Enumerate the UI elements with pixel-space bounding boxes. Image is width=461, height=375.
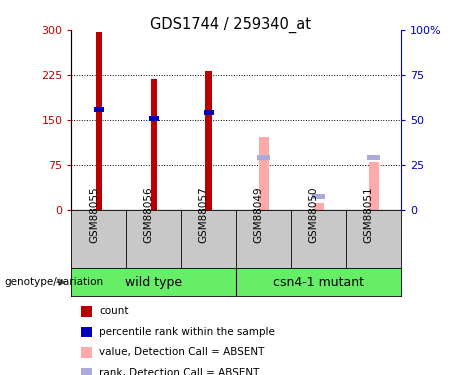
- Text: GSM88056: GSM88056: [144, 186, 154, 243]
- Bar: [259, 137, 269, 210]
- Text: percentile rank within the sample: percentile rank within the sample: [99, 327, 275, 337]
- Text: count: count: [99, 306, 129, 316]
- Text: value, Detection Call = ABSENT: value, Detection Call = ABSENT: [99, 348, 265, 357]
- Bar: [206, 71, 212, 210]
- Bar: [312, 194, 325, 199]
- Bar: [369, 162, 378, 210]
- Text: GSM88051: GSM88051: [364, 186, 373, 243]
- Text: GSM88050: GSM88050: [309, 186, 319, 243]
- Bar: [149, 116, 159, 121]
- Bar: [314, 203, 324, 210]
- Text: GSM88049: GSM88049: [254, 186, 264, 243]
- Text: GSM88057: GSM88057: [199, 186, 209, 243]
- Bar: [204, 110, 214, 115]
- Text: genotype/variation: genotype/variation: [5, 277, 104, 287]
- Text: GDS1744 / 259340_at: GDS1744 / 259340_at: [150, 17, 311, 33]
- Text: csn4-1 mutant: csn4-1 mutant: [273, 276, 364, 289]
- Text: GSM88055: GSM88055: [89, 186, 99, 243]
- Bar: [257, 155, 270, 160]
- Text: wild type: wild type: [125, 276, 183, 289]
- Bar: [367, 155, 380, 160]
- Text: rank, Detection Call = ABSENT: rank, Detection Call = ABSENT: [99, 368, 260, 375]
- Bar: [94, 107, 104, 112]
- Bar: [151, 79, 157, 210]
- Bar: [95, 32, 102, 210]
